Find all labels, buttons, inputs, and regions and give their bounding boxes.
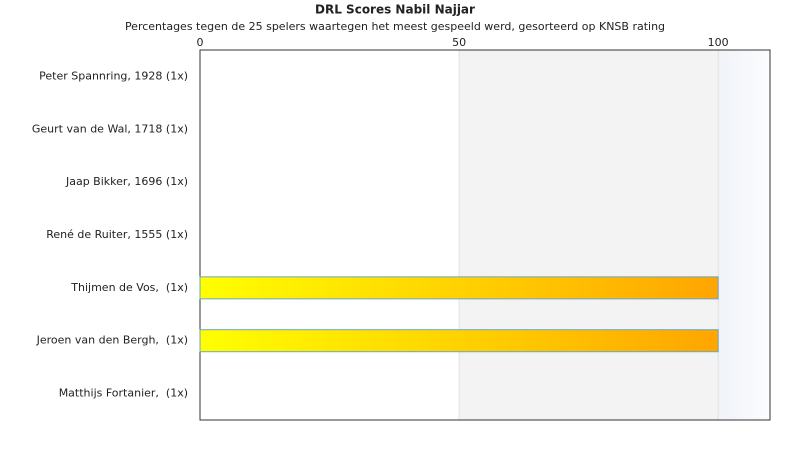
chart-subtitle: Percentages tegen de 25 spelers waartege… xyxy=(125,20,665,33)
y-tick-label: Peter Spannring, 1928 (1x) xyxy=(39,69,188,82)
plot-band xyxy=(459,50,719,420)
y-tick-label: Jeroen van den Bergh, (1x) xyxy=(36,334,188,347)
bar xyxy=(199,329,719,353)
x-tick-label: 100 xyxy=(708,36,729,49)
y-tick-label: René de Ruiter, 1555 (1x) xyxy=(46,228,188,241)
plot-frame xyxy=(199,49,771,421)
y-tick-label: Matthijs Fortanier, (1x) xyxy=(59,387,188,400)
y-tick-label: Geurt van de Wal, 1718 (1x) xyxy=(32,122,188,135)
bar xyxy=(199,276,719,300)
y-tick-label: Jaap Bikker, 1696 (1x) xyxy=(65,175,188,188)
x-tick-label: 0 xyxy=(197,36,204,49)
chart-title: DRL Scores Nabil Najjar xyxy=(315,3,475,17)
x-tick-label: 50 xyxy=(452,36,466,49)
y-tick-label: Thijmen de Vos, (1x) xyxy=(70,281,188,294)
plot-band xyxy=(718,50,770,420)
